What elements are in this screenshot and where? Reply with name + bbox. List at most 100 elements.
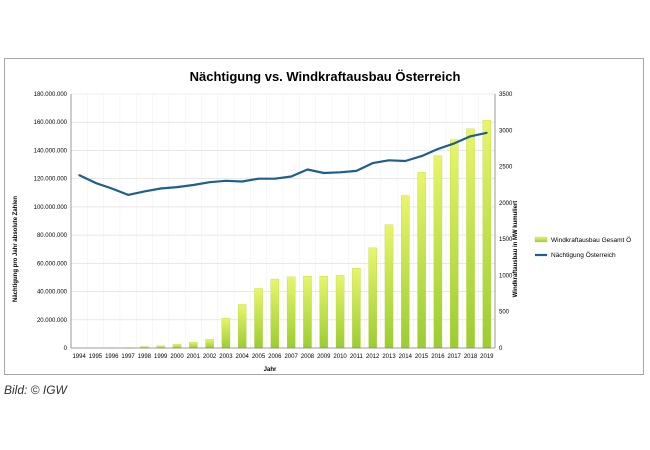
line-point	[159, 187, 162, 190]
x-tick-label: 2006	[268, 354, 282, 360]
x-tick-label: 2015	[415, 354, 429, 360]
x-tick-label: 2005	[252, 354, 266, 360]
x-tick-label: 2016	[431, 354, 445, 360]
chart-frame: Nächtigung vs. Windkraftausbau Österreic…	[4, 58, 644, 375]
bar	[384, 224, 394, 349]
bar	[319, 276, 328, 349]
bar	[286, 276, 296, 349]
y-right-tick-label: 2000	[499, 201, 513, 207]
legend-label-naechtigung: Nächtigung Österreich	[551, 251, 616, 259]
chart-title: Nächtigung vs. Windkraftausbau Österreic…	[190, 69, 461, 84]
y-right-tick-label: 2500	[499, 165, 513, 171]
legend-swatch-windkraft	[534, 236, 548, 243]
line-point	[241, 180, 244, 183]
x-tick-label: 2000	[170, 354, 184, 360]
y-left-tick-label: 180.000.000	[34, 92, 68, 98]
line-point	[339, 171, 341, 174]
bar	[417, 172, 426, 349]
y-left-tick-label: 40.000.000	[37, 290, 68, 296]
y-left-tick-label: 160.000.000	[34, 120, 68, 126]
bar	[450, 139, 459, 349]
x-tick-label: 2001	[187, 354, 201, 360]
line-point	[143, 190, 146, 193]
y-left-tick-label: 80.000.000	[37, 233, 68, 239]
line-point	[225, 179, 227, 182]
line-point	[355, 170, 358, 172]
line-point	[388, 159, 390, 162]
line-point	[371, 162, 374, 165]
line-point	[437, 148, 439, 150]
bar	[221, 318, 231, 349]
y-right-tick-label: 3000	[499, 128, 513, 134]
line-point	[453, 142, 456, 145]
line-point	[322, 172, 325, 174]
line-point	[290, 175, 293, 178]
x-tick-label: 2008	[301, 354, 315, 360]
line-point	[404, 160, 407, 162]
x-tick-label: 2002	[203, 354, 217, 360]
y-right-tick-label: 0	[499, 346, 503, 352]
line-point	[485, 131, 488, 134]
series-line-naechtigung	[78, 131, 488, 196]
x-axis-label: Jahr	[264, 367, 277, 373]
bar	[238, 304, 247, 349]
line-point	[306, 168, 309, 171]
x-tick-label: 2019	[480, 354, 494, 360]
line-point	[127, 193, 129, 196]
x-tick-label: 1996	[105, 354, 119, 360]
bar	[401, 195, 410, 349]
x-tick-label: 2004	[236, 354, 250, 360]
x-tick-label: 2009	[317, 354, 331, 360]
line-point	[192, 184, 195, 186]
y-left-tick-label: 100.000.000	[34, 205, 68, 211]
bar	[368, 247, 377, 349]
bar	[303, 276, 312, 349]
chart: Nächtigung vs. Windkraftausbau Österreic…	[13, 69, 631, 373]
bar	[482, 119, 492, 349]
x-tick-label: 2010	[333, 354, 347, 360]
bar	[172, 344, 182, 349]
line-point	[420, 155, 423, 157]
x-tick-label: 1999	[154, 354, 168, 360]
y-left-tick-label: 60.000.000	[37, 261, 68, 267]
x-tick-label: 2003	[219, 354, 233, 360]
x-tick-label: 1994	[72, 354, 86, 360]
line-point	[469, 135, 472, 138]
bar	[270, 278, 280, 349]
y-axis-left-label: Nächtigung pro Jahr absolute Zahlen	[13, 196, 19, 302]
y-left-tick-label: 120.000.000	[34, 177, 68, 183]
bar	[352, 268, 361, 349]
bar	[433, 155, 443, 349]
x-tick-label: 1997	[121, 354, 135, 360]
line-point	[94, 182, 97, 184]
line-point	[176, 186, 178, 189]
x-tick-label: 2011	[350, 354, 364, 360]
x-tick-label: 2017	[448, 354, 462, 360]
y-left-tick-label: 20.000.000	[37, 318, 68, 324]
x-tick-label: 2014	[399, 354, 413, 360]
line-point	[78, 174, 81, 177]
line-point	[273, 177, 276, 180]
y-right-tick-label: 3500	[499, 92, 513, 98]
bar	[254, 288, 263, 349]
y-right-tick-label: 1500	[499, 237, 513, 243]
x-tick-label: 2013	[382, 354, 396, 360]
bar	[466, 128, 475, 349]
line-point	[110, 187, 113, 190]
y-left-tick-label: 0	[64, 346, 68, 352]
legend-label-windkraft: Windkraftausbau Gesamt Ö	[551, 236, 631, 244]
line-point	[208, 181, 211, 184]
y-right-tick-label: 500	[499, 310, 510, 316]
x-tick-label: 2012	[366, 354, 380, 360]
line-point	[257, 177, 260, 180]
x-tick-label: 2018	[464, 354, 478, 360]
x-tick-label: 1995	[89, 354, 103, 360]
bar	[205, 339, 214, 349]
y-axis-right-label: Windkraftausbau in MW kumuliert	[513, 201, 519, 298]
y-right-tick-label: 1000	[499, 273, 513, 279]
bar	[189, 342, 198, 349]
bar	[335, 275, 345, 349]
image-caption: Bild: © IGW	[4, 383, 67, 397]
x-tick-label: 2007	[284, 354, 298, 360]
x-tick-label: 1998	[138, 354, 152, 360]
